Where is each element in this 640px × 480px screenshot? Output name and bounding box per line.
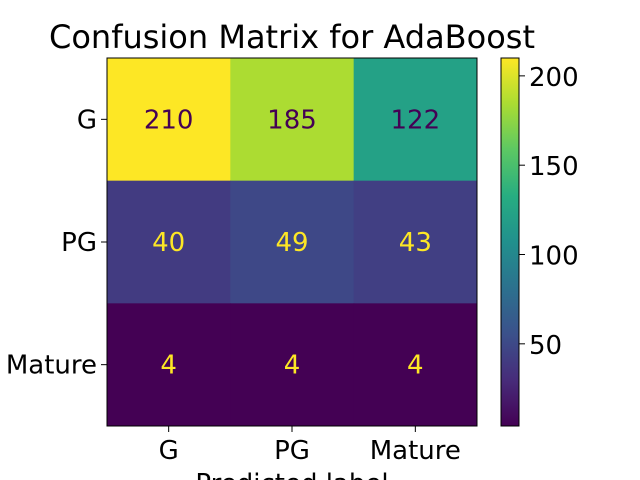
colorbar — [500, 57, 520, 427]
heatmap-cells — [107, 58, 478, 427]
heatmap-cell — [353, 58, 478, 182]
cell-value-label: 40 — [152, 228, 185, 258]
x-tick-label: G — [159, 436, 179, 466]
cell-value-label: 4 — [407, 351, 424, 381]
colorbar-tick-label: 100 — [529, 242, 579, 272]
heatmap-cell-labels: 210 185 122 40 49 43 4 4 4 — [144, 105, 440, 380]
y-tick-label: G — [77, 105, 97, 135]
heatmap-cell — [230, 303, 355, 427]
colorbar-tick-label: 150 — [529, 152, 579, 182]
y-axis-ticks: G PG Mature — [6, 105, 107, 381]
cell-value-label: 185 — [267, 105, 317, 135]
cell-value-label: 210 — [144, 105, 194, 135]
x-tick-label: Mature — [370, 436, 461, 466]
colorbar-ticks: 50 100 150 200 — [519, 63, 579, 361]
x-axis-label: Predicted label — [195, 469, 388, 480]
heatmap-cell — [107, 303, 231, 427]
heatmap-cell — [230, 58, 355, 182]
heatmap-cell — [353, 303, 478, 427]
chart-title: Confusion Matrix for AdaBoost — [49, 18, 535, 56]
heatmap-cell — [107, 180, 231, 304]
cell-value-label: 122 — [391, 105, 441, 135]
cell-value-label: 49 — [275, 228, 308, 258]
cell-value-label: 4 — [160, 351, 177, 381]
heatmap-cell — [107, 58, 231, 182]
y-tick-label: Mature — [6, 351, 97, 381]
colorbar-tick-label: 200 — [529, 63, 579, 93]
colorbar-tick-label: 50 — [529, 331, 562, 361]
x-tick-label: PG — [274, 436, 310, 466]
heatmap-cell — [353, 180, 478, 304]
cell-value-label: 43 — [399, 228, 432, 258]
x-axis-ticks: G PG Mature — [159, 426, 461, 466]
cell-value-label: 4 — [284, 351, 301, 381]
heatmap-cell — [230, 180, 355, 304]
y-tick-label: PG — [61, 228, 97, 258]
